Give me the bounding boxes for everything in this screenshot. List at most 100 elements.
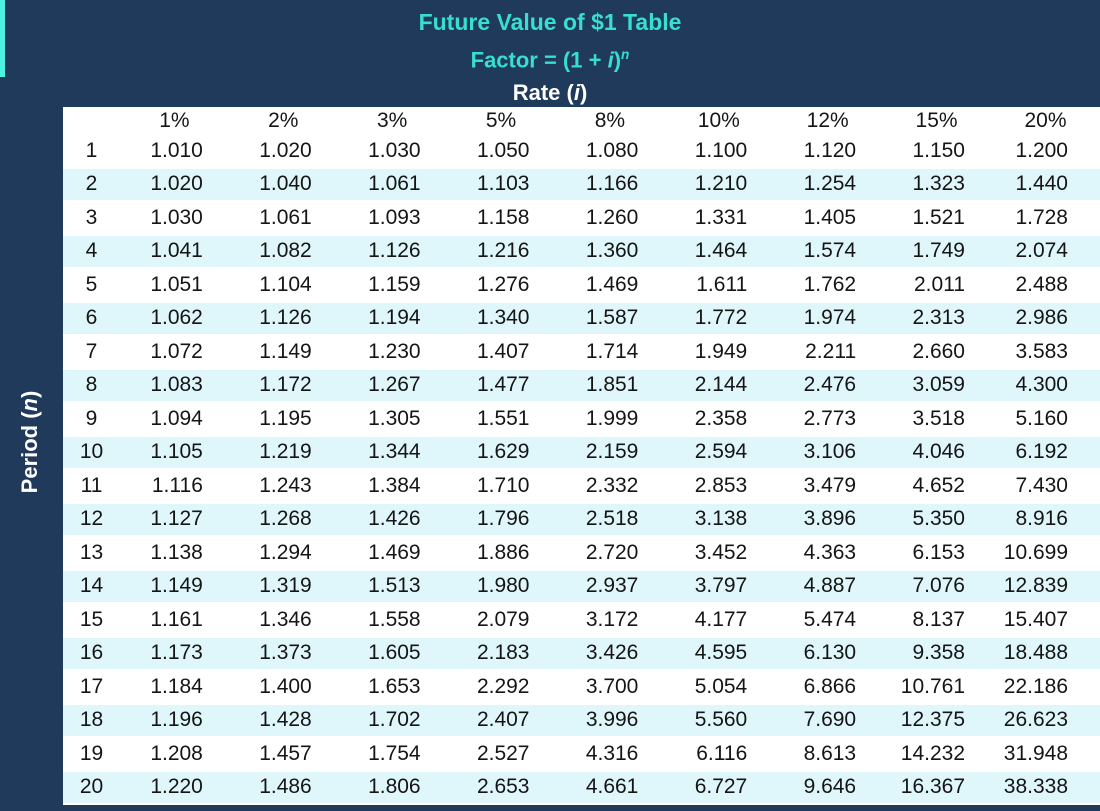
factor-cell: 1.138	[120, 535, 229, 571]
factor-cell: 1.886	[446, 535, 556, 571]
factor-cell: 1.230	[337, 334, 447, 370]
factor-cell: 1.464	[664, 233, 774, 269]
factor-cell: 3.518	[882, 401, 991, 437]
table-row: 1 1.010 1.020 1.030 1.050 1.080 1.100 1.120 1.15…	[63, 133, 1100, 169]
factor-cell: 3.452	[664, 535, 774, 571]
header: Future Value of $1 Table Factor = (1 + i…	[0, 0, 1100, 107]
factor-cell: 1.159	[337, 267, 447, 303]
factor-cell: 1.360	[555, 233, 665, 269]
factor-cell: 12.375	[882, 702, 991, 738]
factor-cell: 1.149	[228, 334, 338, 370]
factor-cell: 1.469	[555, 267, 665, 303]
factor-cell: 1.172	[228, 367, 338, 403]
factor-cell: 2.720	[555, 535, 665, 571]
rate-column-header: 2%	[228, 107, 338, 135]
factor-cell: 1.796	[446, 501, 556, 537]
table-row: 9 1.094 1.195 1.305 1.551 1.999 2.358 2.773 3.51…	[63, 401, 1100, 437]
period-cell: 6	[63, 300, 120, 336]
factor-cell: 3.106	[773, 434, 883, 470]
factor-cell: 2.313	[882, 300, 991, 336]
factor-cell: 2.211	[773, 334, 883, 370]
factor-cell: 1.373	[228, 635, 338, 671]
factor-cell: 2.144	[664, 367, 774, 403]
factor-cell: 2.074	[991, 233, 1100, 269]
formula-exponent-n: n	[621, 47, 630, 62]
factor-cell: 3.583	[991, 334, 1100, 370]
factor-cell: 1.104	[228, 267, 338, 303]
factor-cell: 3.059	[882, 367, 991, 403]
factor-cell: 1.120	[773, 133, 883, 169]
factor-cell: 6.116	[664, 736, 774, 772]
factor-cell: 1.161	[120, 602, 229, 638]
factor-cell: 7.430	[991, 468, 1100, 504]
period-cell: 12	[63, 501, 120, 537]
factor-cell: 1.173	[120, 635, 229, 671]
period-close-paren: )	[17, 390, 42, 398]
factor-cell: 6.192	[991, 434, 1100, 470]
factor-cell: 1.041	[120, 233, 229, 269]
factor-cell: 1.243	[228, 468, 338, 504]
factor-cell: 38.338	[991, 769, 1100, 805]
factor-cell: 1.521	[882, 200, 991, 236]
factor-cell: 6.866	[773, 669, 883, 705]
rate-label-text: Rate (	[512, 80, 574, 106]
factor-cell: 1.477	[446, 367, 556, 403]
factor-cell: 1.486	[228, 769, 338, 805]
factor-cell: 9.358	[882, 635, 991, 671]
page-title: Future Value of $1 Table	[418, 9, 682, 35]
factor-cell: 8.613	[773, 736, 883, 772]
factor-cell: 4.316	[555, 736, 665, 772]
period-cell: 3	[63, 200, 120, 236]
factor-cell: 2.407	[446, 702, 556, 738]
factor-cell: 1.093	[337, 200, 447, 236]
factor-cell: 6.153	[882, 535, 991, 571]
factor-cell: 8.137	[882, 602, 991, 638]
factor-cell: 1.605	[337, 635, 447, 671]
rate-close-paren: )	[579, 80, 588, 106]
factor-cell: 1.974	[773, 300, 883, 336]
factor-cell: 1.260	[555, 200, 665, 236]
factor-cell: 3.479	[773, 468, 883, 504]
period-cell: 8	[63, 367, 120, 403]
table-row: 4 1.041 1.082 1.126 1.216 1.360 1.464 1.574 1.74…	[63, 233, 1100, 269]
rate-column-header: 20%	[991, 107, 1100, 135]
factor-cell: 26.623	[991, 702, 1100, 738]
factor-cell: 3.896	[773, 501, 883, 537]
period-cell: 13	[63, 535, 120, 571]
factor-cell: 1.999	[555, 401, 665, 437]
factor-cell: 1.020	[228, 133, 338, 169]
table-row: 18 1.196 1.428 1.702 2.407 3.996 5.560 7.690 12.…	[63, 702, 1100, 738]
period-cell: 9	[63, 401, 120, 437]
factor-cell: 1.126	[337, 233, 447, 269]
rate-column-header: 1%	[120, 107, 229, 135]
rate-column-header: 10%	[664, 107, 774, 135]
factor-cell: 1.051	[120, 267, 229, 303]
period-cell: 5	[63, 267, 120, 303]
period-cell: 10	[63, 434, 120, 470]
factor-cell: 1.195	[228, 401, 338, 437]
header-row: 1% 2% 3% 5% 8% 10% 12% 15% 20%	[63, 107, 1100, 135]
factor-cell: 1.094	[120, 401, 229, 437]
factor-cell: 1.714	[555, 334, 665, 370]
factor-cell: 1.710	[446, 468, 556, 504]
factor-cell: 1.551	[446, 401, 556, 437]
factor-cell: 1.254	[773, 166, 883, 202]
rate-column-header: 15%	[882, 107, 991, 135]
period-cell: 20	[63, 769, 120, 805]
period-cell: 11	[63, 468, 120, 504]
factor-cell: 4.363	[773, 535, 883, 571]
factor-cell: 2.183	[446, 635, 556, 671]
factor-cell: 10.761	[882, 669, 991, 705]
factor-cell: 1.405	[773, 200, 883, 236]
factor-cell: 1.061	[228, 200, 338, 236]
factor-cell: 1.806	[337, 769, 447, 805]
period-label-text: Period (	[17, 411, 42, 494]
factor-cell: 1.083	[120, 367, 229, 403]
factor-cell: 2.079	[446, 602, 556, 638]
table-row: 7 1.072 1.149 1.230 1.407 1.714 1.949 2.211 2.66…	[63, 334, 1100, 370]
factor-cell: 1.127	[120, 501, 229, 537]
factor-cell: 1.149	[120, 568, 229, 604]
table-row: 8 1.083 1.172 1.267 1.477 1.851 2.144 2.476 3.05…	[63, 367, 1100, 403]
factor-cell: 1.851	[555, 367, 665, 403]
factor-cell: 2.986	[991, 300, 1100, 336]
